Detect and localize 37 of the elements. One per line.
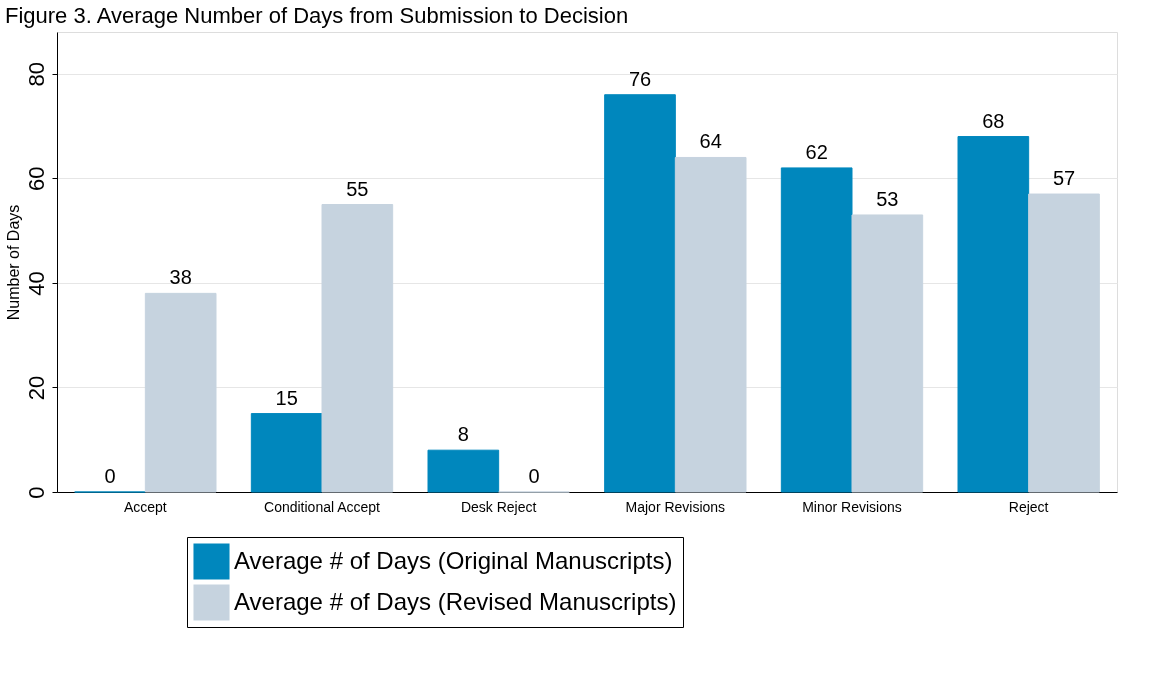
data-label: 38 (169, 266, 192, 289)
bar (780, 167, 853, 493)
data-label: 55 (346, 177, 369, 200)
data-label: 76 (628, 67, 652, 90)
bar (321, 204, 394, 493)
data-label: 62 (805, 140, 828, 163)
data-label: 57 (1052, 167, 1076, 190)
data-label: 15 (275, 386, 298, 409)
y-tick-label: 40 (23, 271, 49, 296)
bar (144, 292, 217, 493)
y-tick-label: 20 (23, 375, 49, 401)
data-label: 0 (528, 465, 540, 487)
legend-label: Average # of Days (Revised Manuscripts) (234, 587, 677, 615)
y-axis-title: Number of Days (4, 204, 22, 321)
bar (957, 136, 1030, 493)
data-label: 8 (457, 423, 469, 446)
data-label: 53 (876, 187, 899, 210)
bar (674, 156, 747, 493)
bar (250, 413, 323, 493)
legend-label: Average # of Days (Original Manuscripts) (234, 546, 673, 574)
bar (427, 449, 500, 493)
bar (851, 214, 924, 493)
y-tick-label: 0 (23, 486, 49, 499)
data-label: 0 (104, 465, 116, 487)
x-tick-label: Accept (123, 498, 167, 515)
x-tick-label: Minor Revisions (802, 498, 902, 515)
y-tick-label: 80 (23, 62, 49, 87)
x-tick-label: Desk Reject (460, 498, 537, 515)
x-tick-label: Major Revisions (625, 498, 726, 515)
data-label: 64 (699, 130, 722, 153)
bar (604, 94, 676, 493)
y-tick-label: 60 (23, 166, 49, 192)
x-tick-label: Conditional Accept (264, 498, 381, 515)
bar (1028, 193, 1100, 493)
x-tick-label: Reject (1008, 498, 1049, 515)
data-label: 68 (982, 109, 1005, 132)
chart-title: Figure 3. Average Number of Days from Submission to Decision (5, 3, 629, 28)
